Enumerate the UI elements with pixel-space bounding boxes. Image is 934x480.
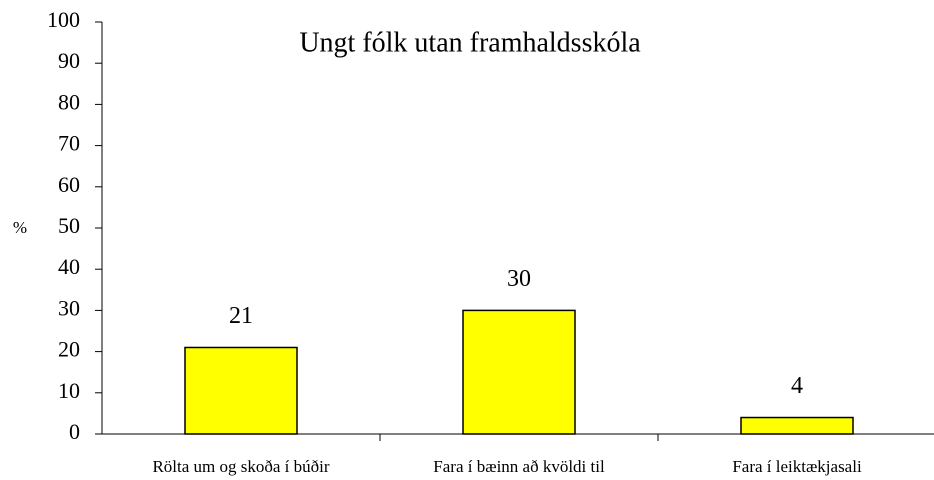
y-tick-label: 20 xyxy=(58,337,80,362)
y-tick-label: 50 xyxy=(58,213,80,238)
x-tick-label: Rölta um og skoða í búðir xyxy=(152,457,329,476)
data-label: 4 xyxy=(791,373,803,399)
y-tick-label: 100 xyxy=(47,7,80,32)
y-tick-label: 30 xyxy=(58,295,80,320)
y-tick-label: 10 xyxy=(58,378,80,403)
bar xyxy=(184,346,298,435)
y-tick-label: 80 xyxy=(58,89,80,114)
data-label: 30 xyxy=(507,266,531,292)
y-tick-label: 40 xyxy=(58,254,80,279)
bar xyxy=(462,309,576,435)
y-axis-label: % xyxy=(13,218,27,237)
data-label: 21 xyxy=(229,303,253,329)
y-tick-label: 70 xyxy=(58,131,80,156)
bar xyxy=(740,416,854,435)
chart-title: Ungt fólk utan framhaldsskóla xyxy=(299,27,641,58)
y-tick-label: 90 xyxy=(58,48,80,73)
y-tick-label: 0 xyxy=(69,419,80,444)
x-tick-label: Fara í bæinn að kvöldi til xyxy=(433,457,605,476)
y-tick-label: 60 xyxy=(58,172,80,197)
x-tick-label: Fara í leiktækjasali xyxy=(732,457,862,476)
